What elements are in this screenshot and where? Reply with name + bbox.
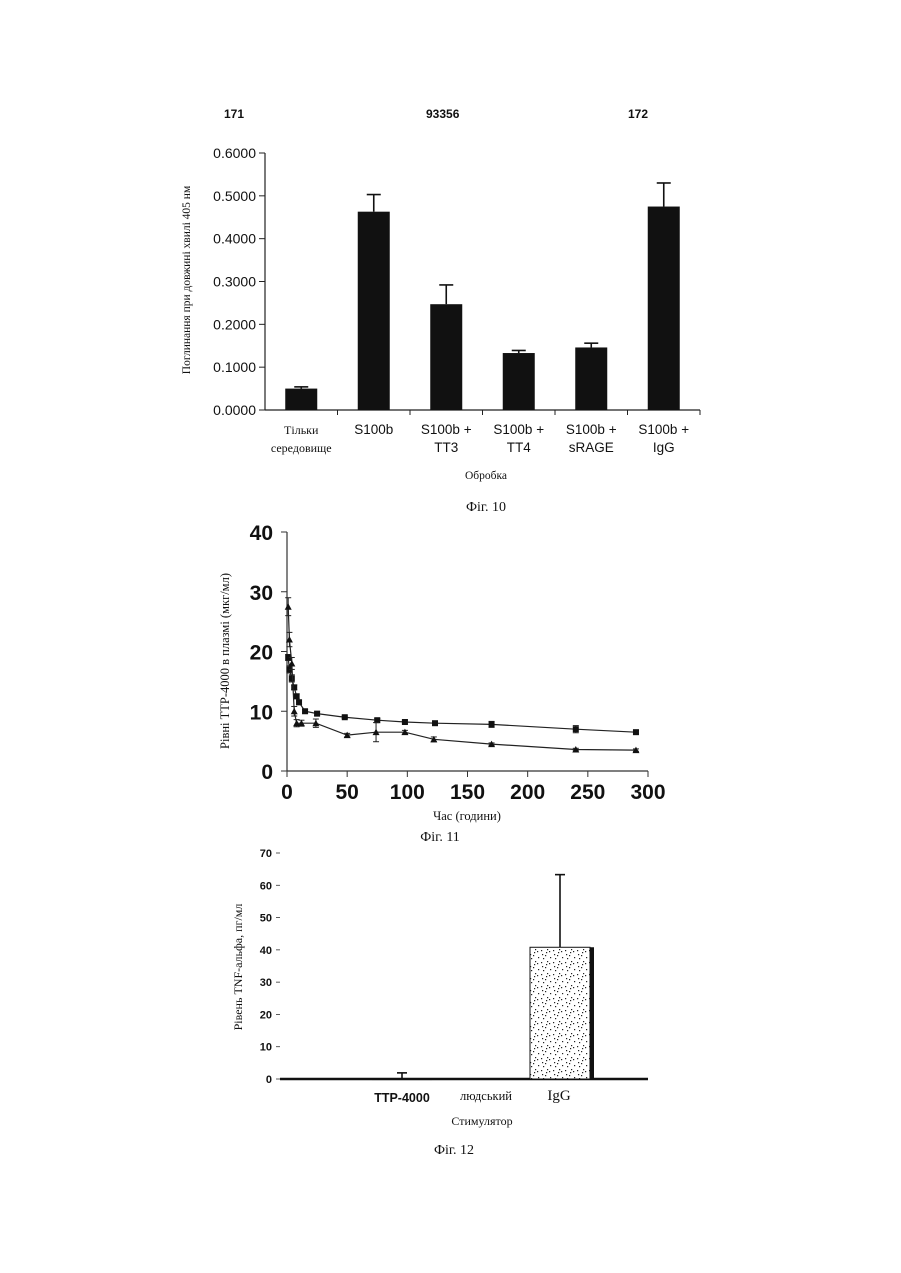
fig12-y-tick-label: 70: [260, 848, 272, 860]
fig11-x-tick-label: 50: [335, 781, 358, 804]
fig11-point-square: [489, 721, 495, 727]
fig10-category-label: S100b: [354, 422, 393, 437]
fig10-y-tick-label: 0.1000: [213, 359, 256, 375]
fig10-category-label: Тільки: [284, 423, 319, 437]
fig11-point-square: [573, 726, 579, 732]
fig11-point-square: [432, 720, 438, 726]
fig11-point-triangle: [291, 708, 298, 715]
fig11-x-tick-label: 300: [630, 781, 665, 804]
fig11-y-axis-label: Рівні ТТР-4000 в плазмі (мкг/мл): [218, 573, 232, 749]
fig11-point-square: [314, 711, 320, 717]
fig11-y-tick-label: 40: [250, 522, 273, 545]
fig10-y-tick-label: 0.3000: [213, 274, 256, 290]
fig10-category-label: S100b +: [493, 422, 544, 437]
fig11-point-square: [291, 684, 297, 690]
fig12-category-label: TTP-4000: [374, 1091, 430, 1105]
fig11-point-square: [302, 708, 308, 714]
fig10-y-tick-label: 0.2000: [213, 316, 256, 332]
fig11-point-square: [342, 714, 348, 720]
fig12-y-tick-label: 0: [266, 1074, 272, 1086]
fig11-point-square: [294, 693, 300, 699]
fig10-bar: [430, 304, 462, 410]
fig12-y-tick-label: 20: [260, 1009, 272, 1021]
fig11-x-tick-label: 100: [390, 781, 425, 804]
fig11-caption: Фіг. 11: [420, 830, 460, 845]
fig11-point-square: [633, 729, 639, 735]
fig10-category-label: S100b +: [638, 422, 689, 437]
fig11-x-tick-label: 200: [510, 781, 545, 804]
fig11-x-tick-label: 250: [570, 781, 605, 804]
fig10-category-label: TT3: [434, 440, 458, 455]
fig10-bar: [648, 207, 680, 410]
fig12-bar: [530, 947, 590, 1079]
fig10-bar: [358, 212, 390, 410]
fig10-category-label: IgG: [653, 440, 675, 455]
fig11-y-tick-label: 0: [261, 761, 273, 784]
fig11-point-square: [296, 699, 302, 705]
fig10-bar: [285, 389, 317, 410]
fig12-y-tick-label: 40: [260, 945, 272, 957]
fig10-category-label: TT4: [507, 440, 531, 455]
fig12-category-label: людський: [460, 1089, 512, 1103]
fig12-category-label: IgG: [547, 1088, 570, 1104]
fig10-bar: [575, 347, 607, 410]
fig11-y-tick-label: 10: [250, 701, 273, 724]
fig12-y-tick-label: 60: [260, 880, 272, 892]
fig10-y-tick-label: 0.6000: [213, 145, 256, 161]
fig11-series-line-triangle: [288, 607, 636, 750]
fig10-x-axis-label: Обробка: [465, 470, 507, 482]
fig12-x-axis-label: Стимулятор: [451, 1114, 512, 1128]
figures-canvas: 0.0000 0.1000 0.2000 0.3000 0.4000 0.5000 0.60…: [0, 0, 901, 1273]
fig12-caption: Фіг. 12: [434, 1143, 474, 1158]
fig12-y-tick-label: 50: [260, 913, 272, 925]
fig11-point-triangle: [285, 603, 292, 610]
fig10-category-label: S100b +: [421, 422, 472, 437]
fig10-y-tick-label: 0.4000: [213, 231, 256, 247]
fig11-x-axis-label: Час (години): [433, 809, 501, 823]
fig11-x-tick-label: 0: [281, 781, 293, 804]
fig10-category-label: середовище: [271, 441, 332, 455]
fig10-y-tick-label: 0.5000: [213, 188, 256, 204]
fig10-y-axis-label: Поглинання при довжині хвилі 405 нм: [181, 185, 193, 374]
fig12-y-tick-label: 10: [260, 1042, 272, 1054]
fig10-category-label: sRAGE: [569, 440, 614, 455]
fig12-y-axis-label: Рівень TNF-альфа, пг/мл: [231, 904, 245, 1031]
fig10-category-label: S100b +: [566, 422, 617, 437]
fig11-point-square: [289, 675, 295, 681]
fig12-y-tick-label: 30: [260, 977, 272, 989]
fig11-y-tick-label: 30: [250, 582, 273, 605]
fig11-x-tick-label: 150: [450, 781, 485, 804]
fig10-bar: [503, 353, 535, 410]
fig11-y-tick-label: 20: [250, 642, 273, 665]
fig12-bar: [372, 1078, 432, 1080]
fig11-series-line-square: [288, 657, 636, 732]
fig11-point-square: [402, 719, 408, 725]
fig10-y-tick-label: 0.0000: [213, 402, 256, 418]
fig10-caption: Фіг. 10: [466, 500, 506, 515]
